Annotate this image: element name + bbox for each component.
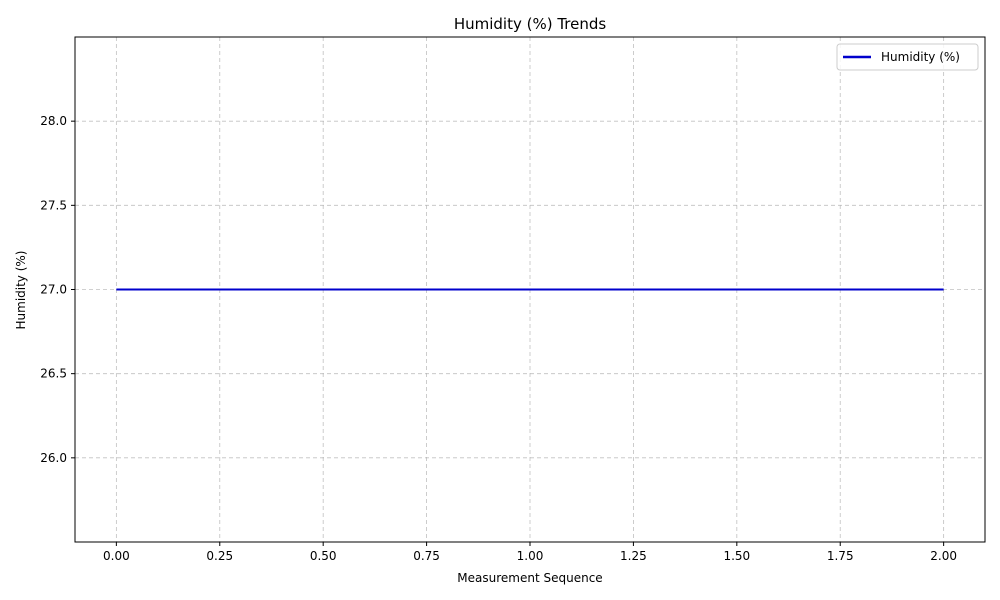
y-axis-ticks: 26.0 26.5 27.0 27.5 28.0	[40, 114, 75, 465]
x-axis-label: Measurement Sequence	[457, 571, 602, 585]
x-tick-label: 0.00	[103, 549, 130, 563]
y-tick-label: 26.5	[40, 367, 67, 381]
x-tick-label: 1.75	[827, 549, 854, 563]
y-tick-label: 26.0	[40, 451, 67, 465]
y-tick-label: 28.0	[40, 114, 67, 128]
legend-box	[836, 43, 979, 71]
x-tick-label: 1.25	[620, 549, 647, 563]
chart-title: Humidity (%) Trends	[454, 15, 607, 33]
x-tick-label: 0.75	[413, 549, 440, 563]
x-tick-label: 0.50	[310, 549, 337, 563]
legend-label: Humidity (%)	[881, 50, 960, 64]
x-tick-label: 1.50	[723, 549, 750, 563]
y-tick-label: 27.0	[40, 283, 67, 297]
legend: Humidity (%)	[836, 43, 979, 71]
y-axis-label: Humidity (%)	[14, 251, 28, 330]
x-axis-ticks: 0.00 0.25 0.50 0.75 1.00 1.25 1.50 1.75 2.00	[103, 542, 957, 563]
x-tick-label: 0.25	[206, 549, 233, 563]
y-tick-label: 27.5	[40, 198, 67, 212]
x-tick-label: 1.00	[517, 549, 544, 563]
x-tick-label: 2.00	[930, 549, 957, 563]
